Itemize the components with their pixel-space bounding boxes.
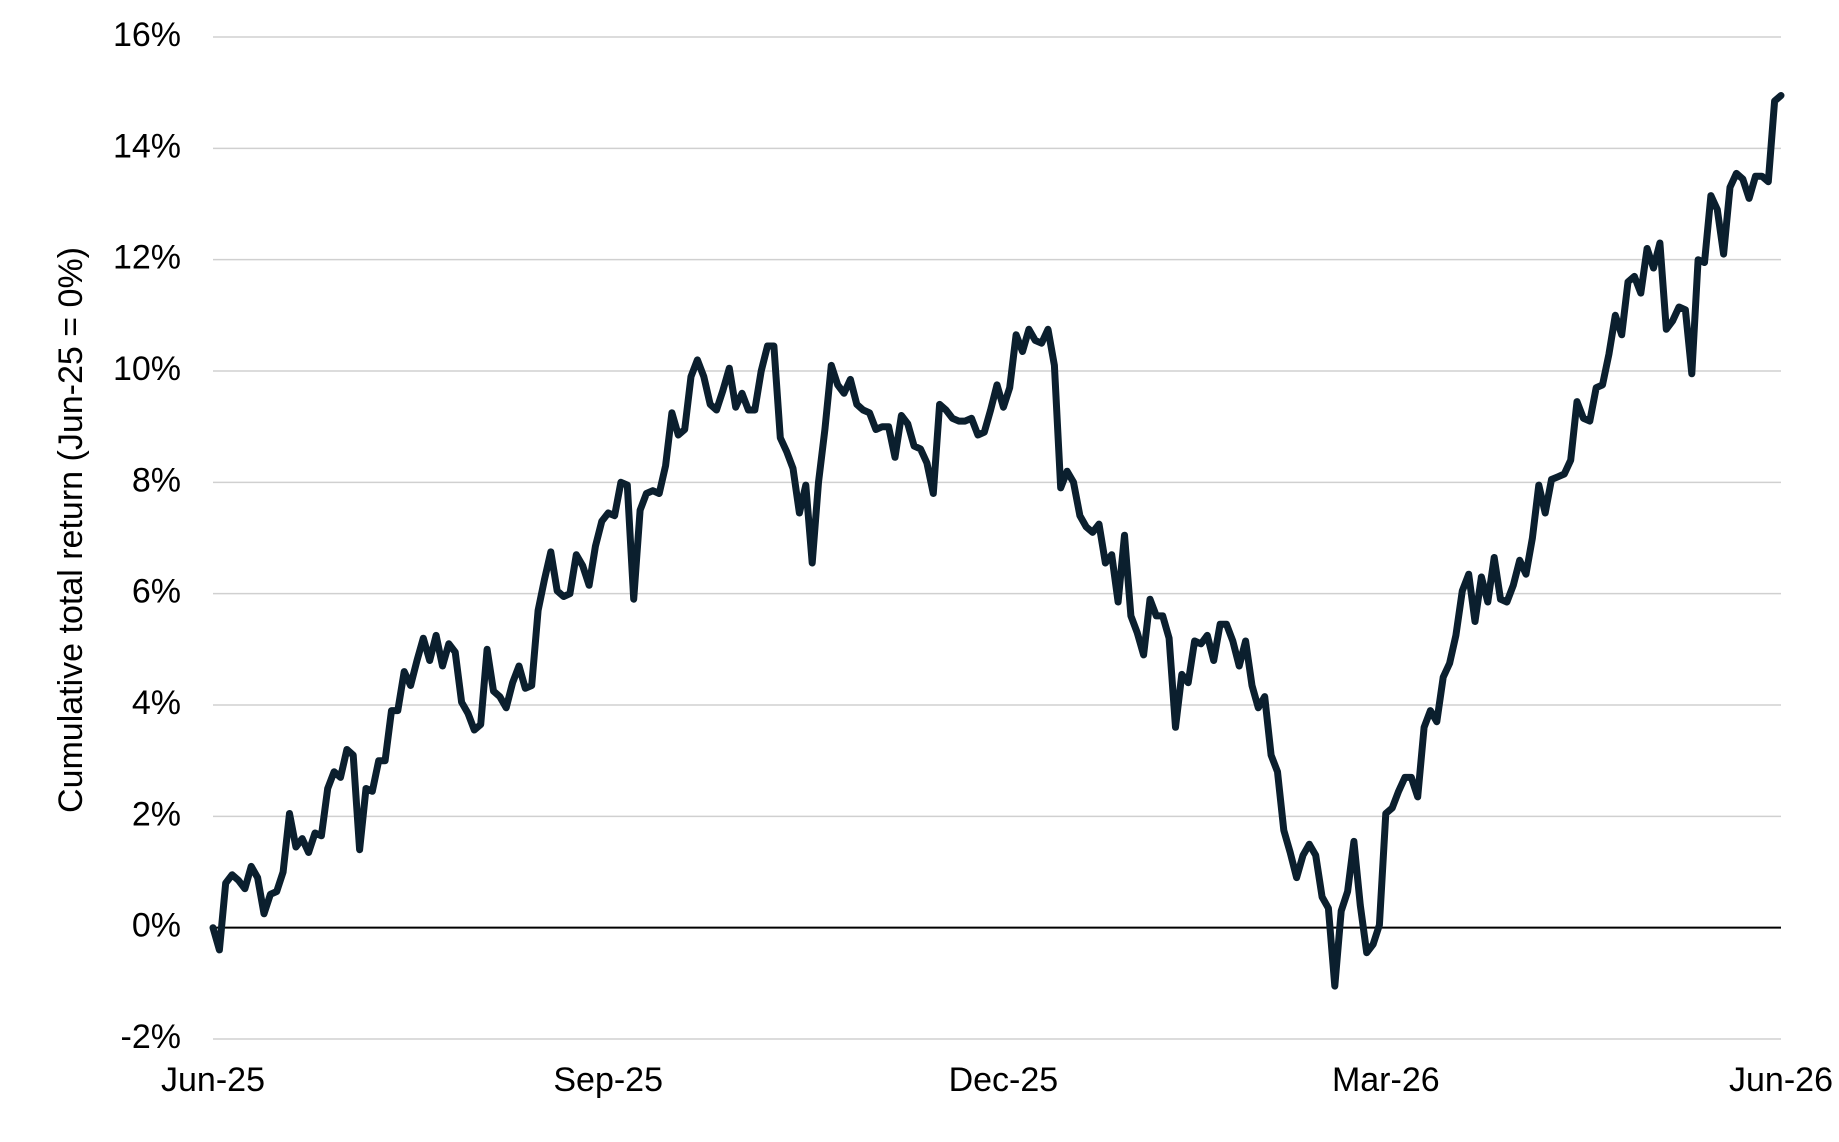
x-tick-label: Jun-25 (161, 1061, 265, 1099)
x-tick-label: Mar-26 (1332, 1061, 1440, 1099)
y-tick-label: 4% (132, 684, 181, 722)
y-tick-label: 14% (113, 127, 181, 165)
x-tick-label: Sep-25 (553, 1061, 663, 1099)
x-tick-label: Jun-26 (1729, 1061, 1833, 1099)
y-tick-label: 16% (113, 16, 181, 54)
x-tick-label: Dec-25 (949, 1061, 1059, 1099)
y-tick-label: 12% (113, 239, 181, 277)
y-axis-label: Cumulative total return (Jun-25 = 0%) (52, 247, 90, 813)
y-tick-label: 0% (132, 907, 181, 945)
y-tick-label: 10% (113, 350, 181, 388)
y-tick-label: 6% (132, 573, 181, 611)
data-line (209, 92, 1785, 990)
y-tick-label: 8% (132, 461, 181, 499)
y-tick-label: 2% (132, 795, 181, 833)
y-tick-label: -2% (121, 1018, 181, 1056)
